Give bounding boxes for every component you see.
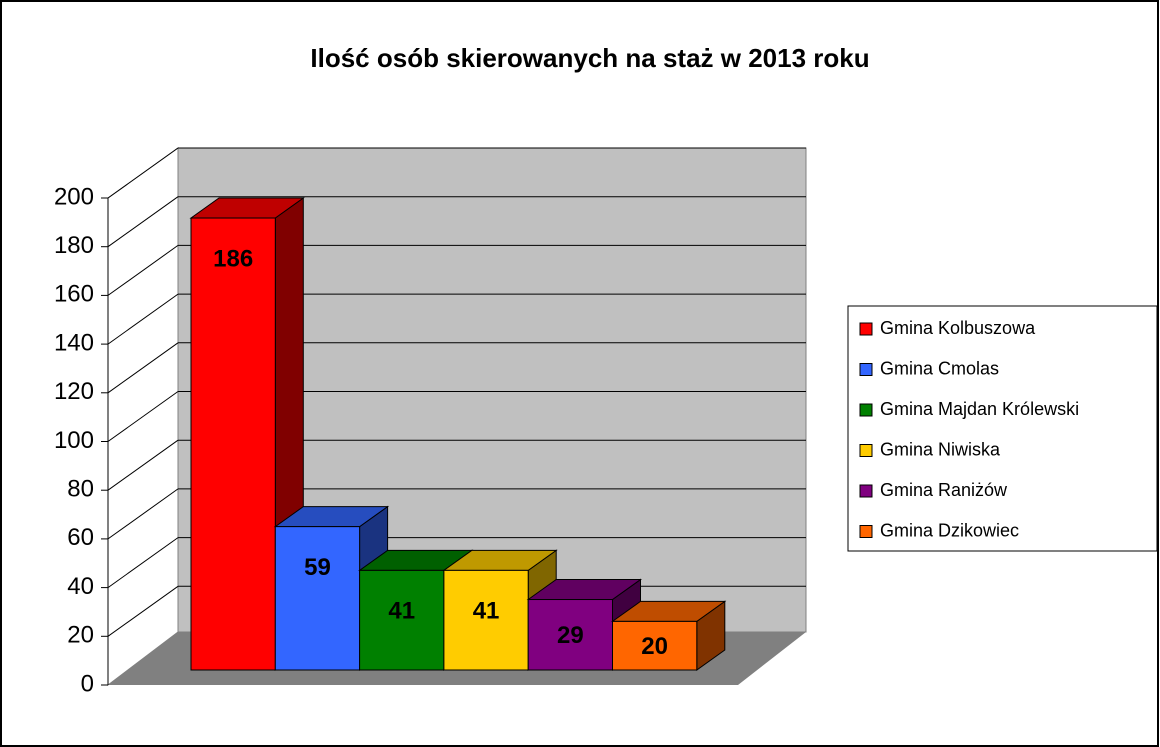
bar — [274, 526, 361, 671]
legend-label: Gmina Cmolas — [880, 358, 999, 378]
legend-label: Gmina Dzikowiec — [880, 520, 1019, 540]
y-tick-label: 200 — [54, 183, 94, 210]
y-tick-label: 60 — [67, 524, 94, 551]
bar — [359, 569, 445, 671]
grid-line — [107, 585, 179, 637]
grid-line — [107, 342, 179, 394]
y-tick-label: 180 — [54, 232, 94, 259]
y-tick-label: 20 — [67, 622, 94, 649]
grid-line — [107, 439, 179, 491]
grid-line — [107, 391, 179, 442]
data-label: 41 — [473, 598, 500, 625]
bar — [612, 620, 698, 671]
y-tick-label: 40 — [67, 573, 94, 600]
y-tick-label: 140 — [54, 329, 94, 356]
legend-label: Gmina Kolbuszowa — [880, 318, 1036, 338]
data-label: 59 — [304, 554, 331, 581]
data-label: 41 — [388, 598, 415, 625]
y-tick-label: 120 — [54, 378, 94, 405]
legend — [847, 305, 1158, 552]
legend-swatch — [859, 525, 873, 538]
y-tick-label: 80 — [67, 476, 94, 503]
grid-line — [107, 488, 179, 540]
y-tick-label: 100 — [54, 427, 94, 454]
legend-swatch — [859, 403, 873, 417]
data-label: 20 — [641, 633, 668, 660]
bar — [527, 599, 614, 671]
grid-line — [107, 537, 179, 589]
legend-label: Gmina Raniżów — [880, 480, 1008, 500]
data-label: 29 — [557, 622, 584, 649]
legend-label: Gmina Majdan Królewski — [880, 399, 1079, 419]
legend-swatch — [859, 363, 873, 376]
legend-label: Gmina Niwiska — [880, 439, 1001, 459]
grid-line — [107, 196, 179, 248]
grid-line — [107, 293, 179, 345]
legend-swatch — [859, 444, 873, 457]
bar — [190, 217, 276, 671]
y-tick-label: 0 — [81, 670, 94, 697]
legend-swatch — [859, 322, 873, 336]
grid-line — [107, 147, 179, 199]
grid-line — [107, 244, 179, 296]
y-tick-label: 160 — [54, 281, 94, 308]
bar — [443, 569, 529, 671]
data-label: 186 — [213, 245, 253, 272]
legend-swatch — [859, 484, 873, 498]
chart-title: Ilość osób skierowanych na staż w 2013 r… — [310, 43, 869, 73]
